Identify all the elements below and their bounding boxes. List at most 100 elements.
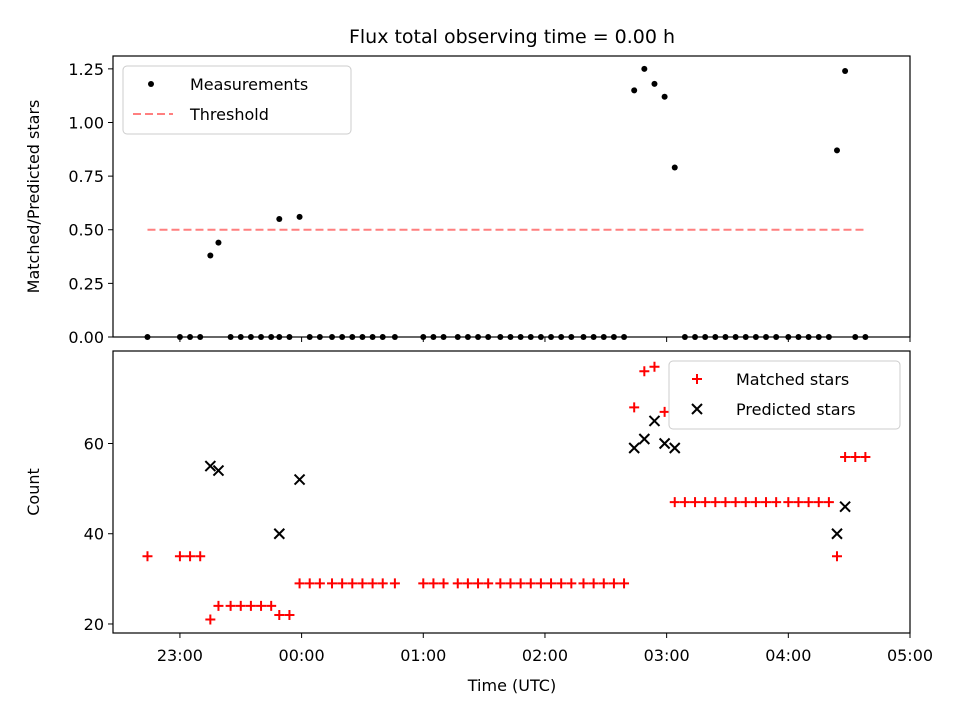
matched-star-point — [850, 452, 861, 463]
legend: Measurements Threshold — [122, 65, 352, 135]
matched-star-point — [649, 361, 660, 372]
x-axis-title: Time (UTC) — [467, 676, 556, 695]
predicted-star-point — [212, 464, 225, 477]
matched-star-point — [462, 578, 473, 589]
matched-star-point — [256, 600, 267, 611]
legend-box — [668, 360, 901, 430]
matched-star-point — [505, 578, 516, 589]
matched-star-point — [750, 497, 761, 508]
y-tick-label: 0.00 — [68, 328, 104, 347]
matched-star-point — [831, 551, 842, 562]
matched-star-point — [213, 600, 224, 611]
x-tick-label: 04:00 — [765, 646, 811, 665]
x-tick-label: 02:00 — [522, 646, 568, 665]
predicted-star-point — [273, 528, 286, 540]
legend-label: Predicted stars — [736, 400, 856, 419]
predicted-star-point — [658, 437, 671, 450]
matched-star-point — [783, 497, 794, 508]
matched-star-point — [546, 578, 557, 589]
measurement-point — [276, 216, 283, 223]
matched-star-point — [860, 452, 871, 463]
chart-title: Flux total observing time = 0.00 h — [349, 26, 675, 48]
matched-star-point — [235, 600, 246, 611]
matched-star-point — [438, 578, 449, 589]
matched-star-point — [515, 578, 526, 589]
predicted-star-point — [638, 433, 651, 445]
matched-star-point — [185, 551, 196, 562]
matched-star-point — [495, 578, 506, 589]
matched-star-point — [679, 497, 690, 508]
matched-star-point — [483, 578, 494, 589]
matched-star-point — [710, 497, 721, 508]
matched-star-point — [142, 551, 153, 562]
matched-star-point — [337, 578, 348, 589]
x-tick-label: 23:00 — [157, 646, 203, 665]
legend-plus-icon — [692, 374, 702, 384]
matched-star-point — [327, 578, 338, 589]
x-tick-label: 01:00 — [400, 646, 446, 665]
matched-star-point — [793, 497, 804, 508]
bottom-panel: 20 40 60 23:00 00:00 01:00 02:00 03:00 04:00 05:0… — [24, 350, 933, 665]
axes-frame — [112, 55, 911, 338]
measurement-point — [641, 65, 648, 72]
measurement-point — [651, 80, 658, 87]
matched-star-point — [566, 578, 577, 589]
matched-star-point — [771, 497, 782, 508]
legend-label: Matched stars — [736, 370, 849, 389]
y-tick-label: 1.00 — [68, 113, 104, 132]
legend: Matched stars Predicted stars — [668, 360, 901, 430]
matched-star-point — [840, 452, 851, 463]
measurement-point — [661, 93, 668, 100]
y-tick-label: 1.25 — [68, 60, 104, 79]
matched-star-point — [720, 497, 731, 508]
y-axis-title: Count — [24, 468, 43, 516]
matched-star-point — [659, 406, 670, 417]
matched-star-point — [314, 578, 325, 589]
matched-star-point — [266, 600, 277, 611]
matched-star-point — [761, 497, 772, 508]
matched-star-point — [389, 578, 400, 589]
matched-star-point — [730, 497, 741, 508]
matched-star-point — [284, 609, 295, 620]
measurement-point — [671, 164, 678, 171]
matched-star-point — [294, 578, 305, 589]
matched-star-point — [598, 578, 609, 589]
legend-label: Threshold — [189, 105, 269, 124]
matched-star-point — [803, 497, 814, 508]
measurement-point — [296, 213, 303, 220]
matched-star-point — [473, 578, 484, 589]
matched-star-point — [578, 578, 589, 589]
legend-dot-icon — [148, 81, 154, 87]
matched-star-point — [428, 578, 439, 589]
measurement-point — [207, 252, 214, 259]
matched-star-point — [418, 578, 429, 589]
matched-star-point — [588, 578, 599, 589]
predicted-star-point — [204, 460, 217, 472]
measurement-point — [215, 239, 222, 246]
matched-star-point — [195, 551, 206, 562]
matched-star-point — [556, 578, 567, 589]
y-tick-label: 40 — [84, 525, 104, 544]
matched-star-point — [608, 578, 619, 589]
predicted-star-point — [293, 473, 306, 486]
matched-star-point — [535, 578, 546, 589]
measurement-point — [631, 87, 638, 94]
matched-star-point — [174, 551, 185, 562]
matched-star-point — [357, 578, 368, 589]
measurement-point — [833, 147, 840, 154]
legend-label: Measurements — [190, 75, 308, 94]
matched-star-point — [367, 578, 378, 589]
top-panel: 0.00 0.25 0.50 0.75 1.00 1.25 Matched/Predicte… — [24, 55, 911, 347]
legend-cross-icon — [691, 403, 703, 415]
predicted-star-point — [648, 415, 661, 427]
matched-star-point — [740, 497, 751, 508]
matched-star-point — [377, 578, 388, 589]
y-axis-title: Matched/Predicted stars — [24, 100, 43, 294]
x-tick-label: 03:00 — [644, 646, 690, 665]
predicted-star-point — [628, 442, 640, 454]
matched-star-point — [274, 609, 285, 620]
matched-star-point — [347, 578, 358, 589]
predicted-star-point — [669, 442, 681, 454]
matched-star-point — [690, 497, 701, 508]
